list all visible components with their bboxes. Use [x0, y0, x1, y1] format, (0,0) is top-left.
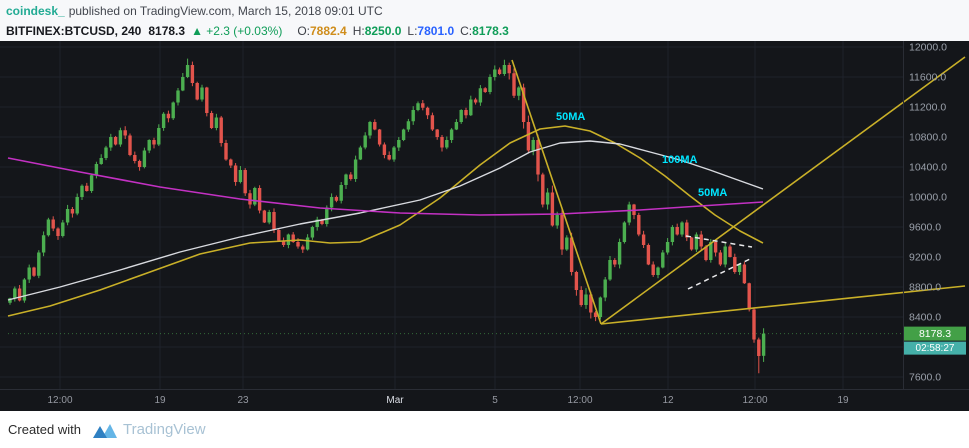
price-axis-label: 12000.0	[909, 42, 947, 54]
countdown-badge-text: 02:58:27	[916, 343, 955, 354]
time-axis-label: 19	[837, 395, 849, 406]
last-price-badge-text: 8178.3	[919, 328, 951, 340]
price-axis-label: 8800.0	[909, 282, 941, 294]
time-axis-label: 12	[662, 395, 674, 406]
price-axis-label: 10800.0	[909, 132, 947, 144]
ohlc-label: H:	[352, 24, 365, 38]
symbol-title: BITFINEX:BTCUSD, 240	[6, 24, 142, 38]
footer-bar: Created with TradingView	[0, 411, 969, 448]
ma-50d-line	[7, 157, 764, 216]
chart-canvas[interactable]: 50MA 100MA 50MA 12000.0 11600.0 11200.0 10800.…	[0, 41, 969, 389]
price-axis-label: 7600.0	[909, 372, 941, 384]
ma-100-line	[7, 140, 764, 301]
legend-last-price: 8178.3	[148, 24, 186, 38]
publish-info-bar: coindesk_ published on TradingView.com, …	[0, 0, 969, 21]
time-axis-label: Mar	[386, 395, 404, 406]
price-axis-label: 9600.0	[909, 222, 941, 234]
ohlc-label: L:	[407, 24, 418, 38]
price-axis-label: 10000.0	[909, 192, 947, 204]
published-text: published on TradingView.com, March 15, …	[68, 3, 383, 18]
price-axis-label: 11200.0	[909, 102, 946, 114]
created-with-text: Created with	[8, 422, 81, 437]
price-axis-label: 11600.0	[909, 72, 946, 84]
trend-lines[interactable]	[511, 56, 966, 325]
price-axis-label: 8400.0	[909, 312, 941, 324]
countdown-badge	[904, 341, 966, 355]
ohlc-value: 7882.4	[310, 24, 347, 38]
candlesticks	[8, 58, 766, 374]
chart-svg[interactable]: 50MA 100MA 50MA 12000.0 11600.0 11200.0 10800.…	[0, 41, 969, 389]
time-axis-label: 19	[154, 395, 166, 406]
tradingview-logo-icon[interactable]	[92, 422, 117, 438]
ohlc-values: O:7882.4 H:8250.0 L:7801.0 C:8178.3	[291, 24, 509, 38]
ma-label: 50MA	[556, 111, 585, 123]
ohlc-value: 7801.0	[417, 24, 455, 38]
last-price-badge	[904, 326, 966, 341]
time-axis-label: 5	[492, 395, 498, 406]
author-link[interactable]: coindesk_	[6, 3, 65, 18]
grid-lines	[0, 41, 903, 389]
tradingview-brand-link[interactable]: TradingView	[122, 421, 206, 438]
ohlc-value: 8178.3	[472, 24, 509, 38]
time-axis-label: 12:00	[567, 395, 593, 406]
symbol-info-bar: BITFINEX:BTCUSD, 240 8178.3 ▲ +2.3 (+0.0…	[0, 21, 969, 41]
time-axis-label: 12:00	[47, 395, 73, 406]
ma-label: 100MA	[662, 154, 698, 166]
price-axis[interactable]: 12000.0 11600.0 11200.0 10800.0 10400.0 10000…	[909, 42, 947, 384]
ohlc-label: O:	[297, 24, 310, 38]
price-axis-label: 9200.0	[909, 252, 941, 264]
legend-price-change: ▲ +2.3 (+0.03%)	[191, 24, 283, 38]
time-axis-label: 12:00	[742, 395, 768, 406]
pennant-dashed-lines[interactable]	[685, 235, 753, 290]
ma-label: 50MA	[698, 187, 727, 199]
ohlc-value: 8250.0	[364, 24, 402, 38]
price-axis-label: 10400.0	[909, 162, 947, 174]
time-axis-label: 23	[237, 395, 249, 406]
ma-50-line	[7, 125, 764, 317]
time-axis[interactable]: 12:00 19 23 Mar 5 12:00 12 12:00 19	[0, 389, 969, 411]
ohlc-label: C:	[460, 24, 473, 38]
